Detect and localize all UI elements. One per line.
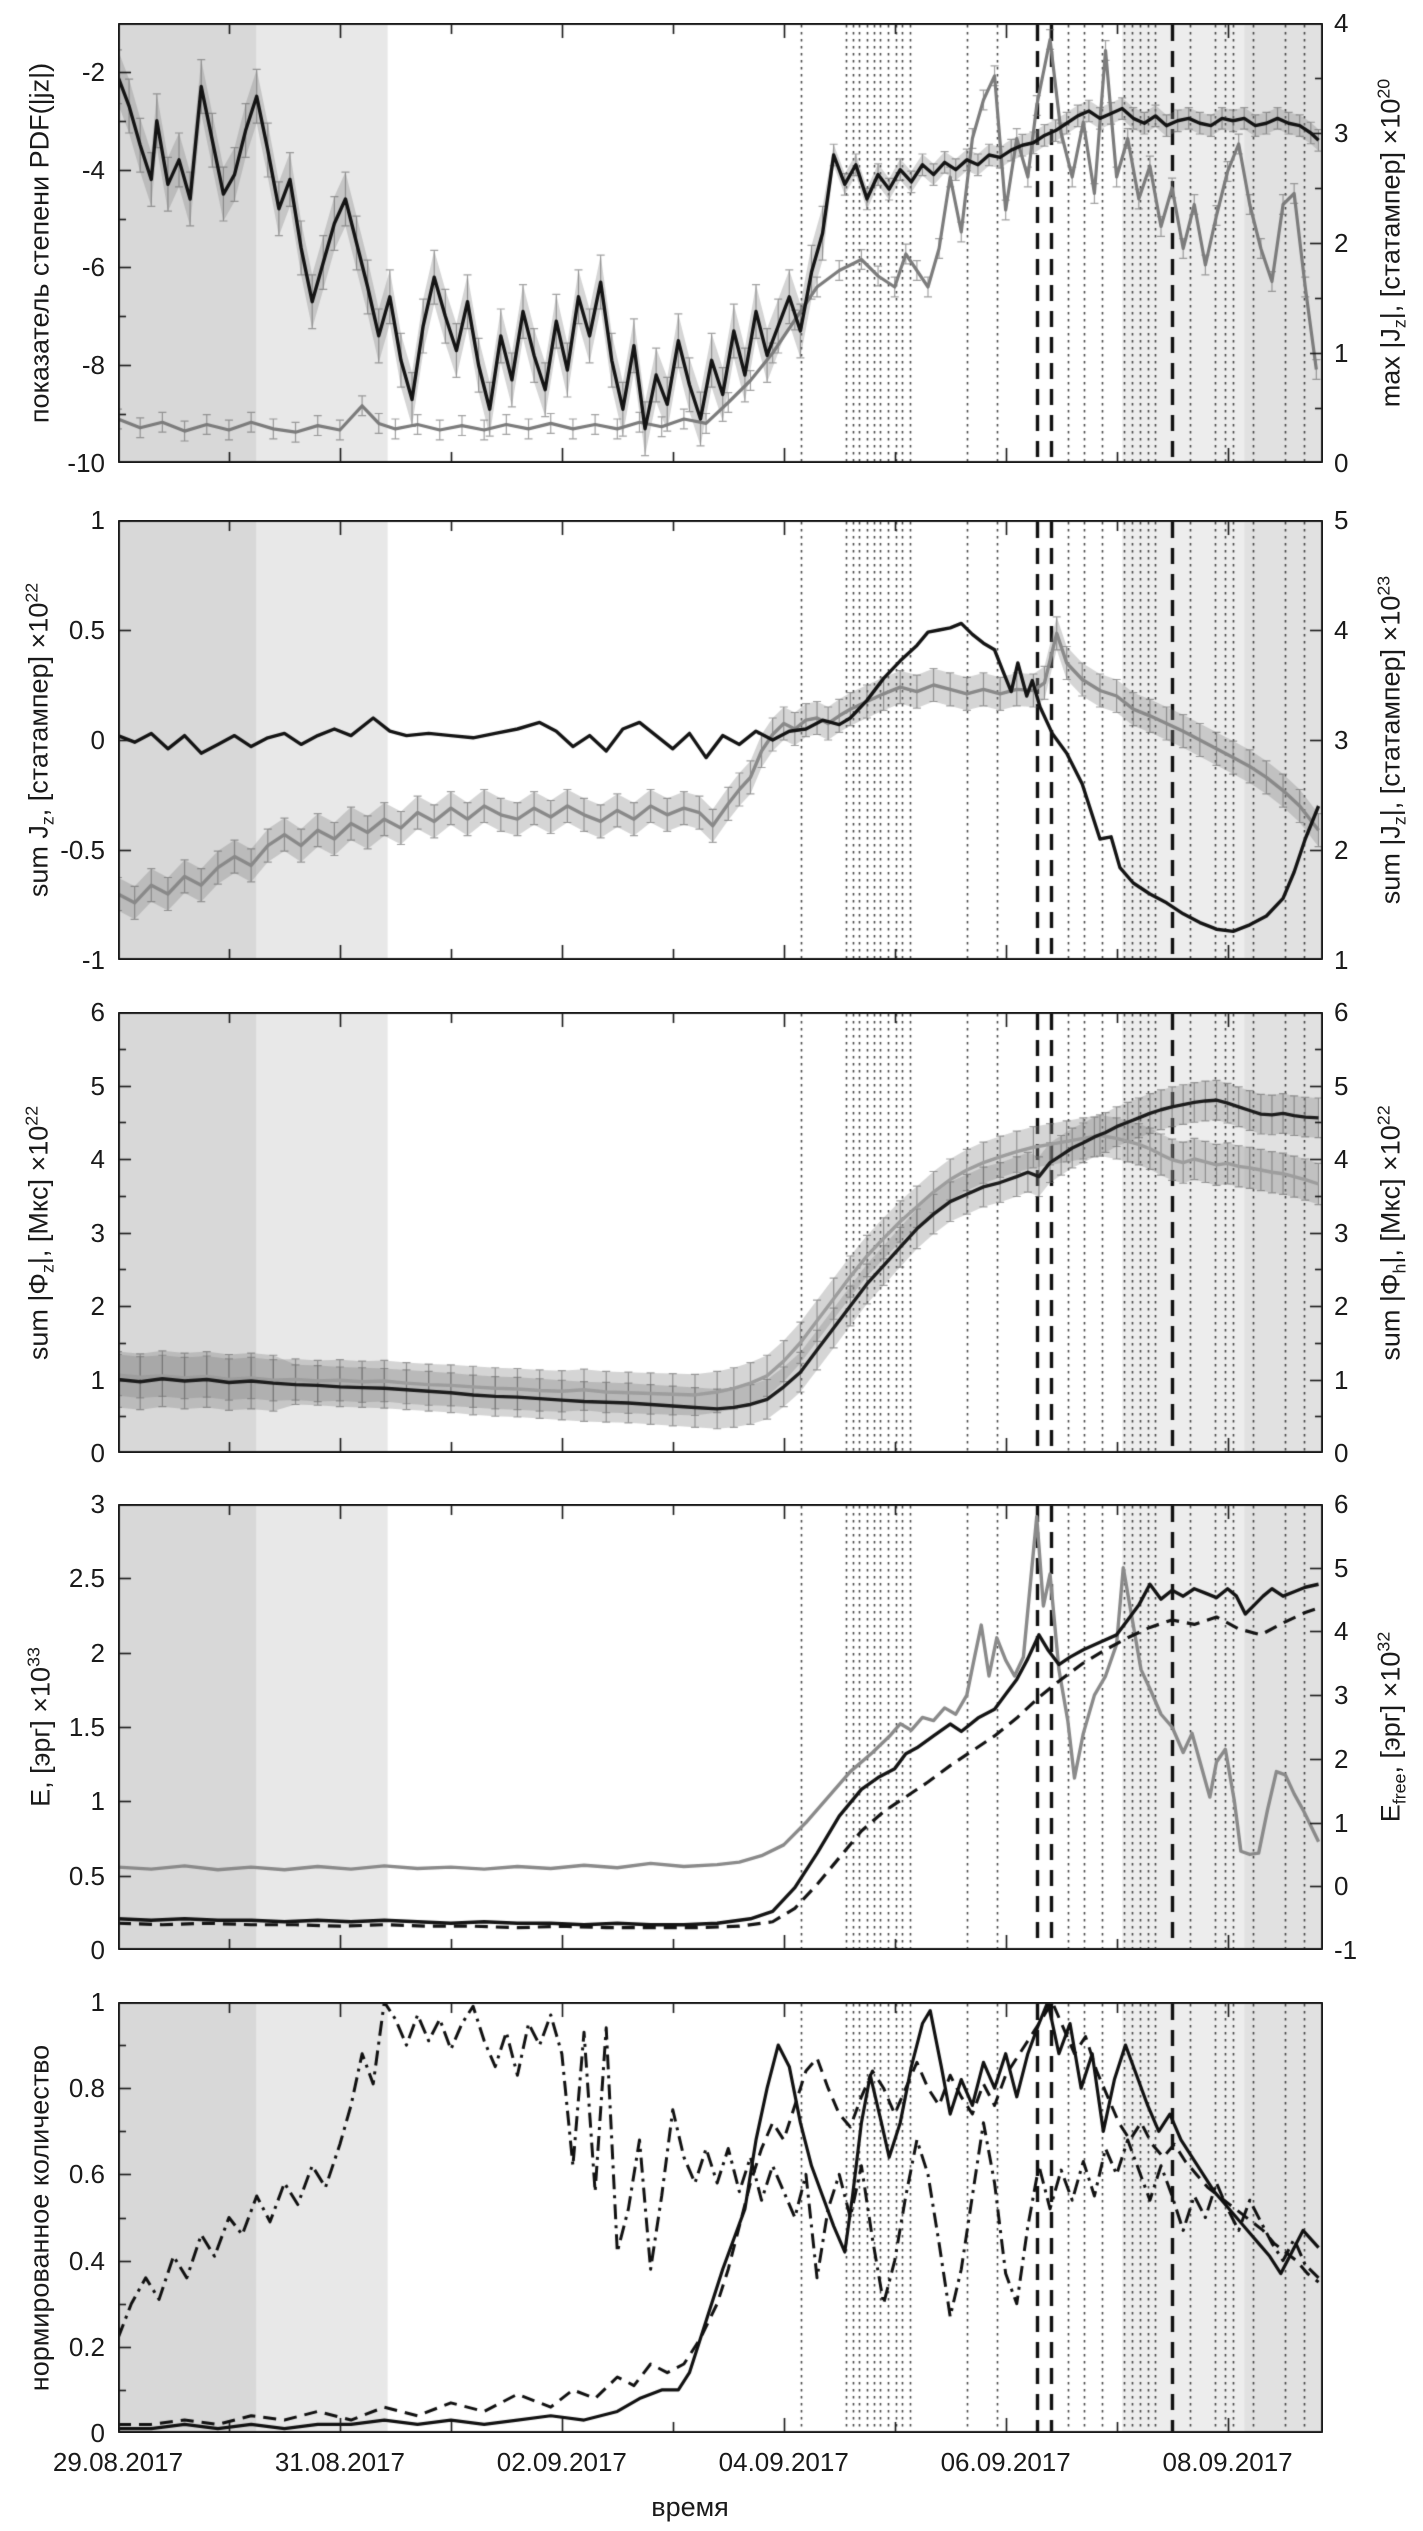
y-tick-label: 1 xyxy=(90,1987,105,2017)
y-tick-label: 4 xyxy=(1334,8,1349,38)
y-tick-label: 1 xyxy=(1334,945,1349,975)
y-tick-label: 4 xyxy=(1334,1144,1349,1174)
y-tick-label: 2 xyxy=(90,1291,105,1321)
x-tick-label: 06.09.2017 xyxy=(940,2447,1071,2477)
y-tick-label: 4 xyxy=(1334,615,1349,645)
y-tick-label: 0.5 xyxy=(68,615,105,645)
panel4-canvas xyxy=(118,1504,1323,1950)
panel4-right-axis-label: Efree, [эрг] ×1032 xyxy=(1373,1631,1410,1823)
y-tick-label: 0.2 xyxy=(68,2331,105,2362)
y-tick-label: 0 xyxy=(90,1438,105,1468)
y-tick-label: 4 xyxy=(90,1144,105,1174)
panel3-canvas xyxy=(118,1012,1323,1453)
y-tick-label: 0 xyxy=(1334,1871,1349,1902)
y-tick-label: 1 xyxy=(1334,1364,1349,1395)
y-tick-label: -1 xyxy=(1334,1935,1358,1965)
y-tick-label: 1 xyxy=(90,1364,105,1395)
y-tick-label: 2.5 xyxy=(68,1563,105,1594)
y-tick-label: 1.5 xyxy=(68,1712,105,1742)
y-tick-label: 2 xyxy=(1334,228,1349,258)
y-tick-label: -6 xyxy=(81,252,105,283)
y-tick-label: 6 xyxy=(90,997,105,1027)
y-tick-label: 5 xyxy=(1334,1070,1349,1101)
y-tick-label: 2 xyxy=(1334,835,1349,865)
y-tick-label: 3 xyxy=(90,1489,105,1519)
y-tick-label: 2 xyxy=(1334,1291,1349,1321)
y-tick-label: 6 xyxy=(1334,1489,1349,1519)
y-tick-label: 2 xyxy=(90,1637,105,1668)
y-tick-label: 1 xyxy=(1334,1807,1349,1838)
x-tick-label: 31.08.2017 xyxy=(274,2447,405,2477)
y-tick-label: 0 xyxy=(1334,1438,1349,1468)
x-axis-title: время xyxy=(651,2492,729,2522)
y-tick-label: 5 xyxy=(90,1070,105,1101)
panel5-canvas xyxy=(118,2002,1323,2433)
y-tick-label: 3 xyxy=(1334,725,1349,755)
y-tick-label: 3 xyxy=(90,1217,105,1248)
y-tick-label: 5 xyxy=(1334,505,1349,535)
y-tick-label: 0 xyxy=(90,725,105,755)
y-tick-label: 0.5 xyxy=(68,1860,105,1891)
y-tick-label: -2 xyxy=(81,56,105,87)
y-tick-label: 1 xyxy=(90,1786,105,1817)
y-tick-label: 0 xyxy=(90,1935,105,1965)
y-tick-label: 0.6 xyxy=(68,2159,105,2190)
x-tick-label: 08.09.2017 xyxy=(1162,2447,1293,2477)
y-tick-label: 6 xyxy=(1334,997,1349,1027)
panel2-canvas xyxy=(118,520,1323,960)
y-tick-label: -1 xyxy=(81,945,105,975)
y-tick-label: 3 xyxy=(1334,1680,1349,1711)
y-tick-label: -0.5 xyxy=(60,835,105,865)
y-tick-label: 1 xyxy=(1334,338,1349,368)
y-tick-label: 3 xyxy=(1334,1217,1349,1248)
y-tick-label: -8 xyxy=(81,350,105,381)
x-tick-label: 29.08.2017 xyxy=(52,2447,184,2477)
y-tick-label: 0 xyxy=(1334,448,1349,478)
y-tick-label: 4 xyxy=(1334,1616,1349,1647)
x-tick-label: 02.09.2017 xyxy=(496,2447,627,2477)
y-tick-label: 5 xyxy=(1334,1552,1349,1583)
y-tick-label: -4 xyxy=(81,154,105,185)
y-tick-label: -10 xyxy=(67,448,105,478)
panel1-canvas xyxy=(118,23,1323,463)
y-tick-label: 0.8 xyxy=(68,2073,105,2104)
x-tick-label: 04.09.2017 xyxy=(718,2447,849,2477)
y-tick-label: 0.4 xyxy=(68,2245,105,2276)
y-tick-label: 0 xyxy=(90,2418,105,2448)
y-tick-label: 3 xyxy=(1334,118,1349,148)
y-tick-label: 1 xyxy=(90,505,105,535)
y-tick-label: 2 xyxy=(1334,1743,1349,1774)
